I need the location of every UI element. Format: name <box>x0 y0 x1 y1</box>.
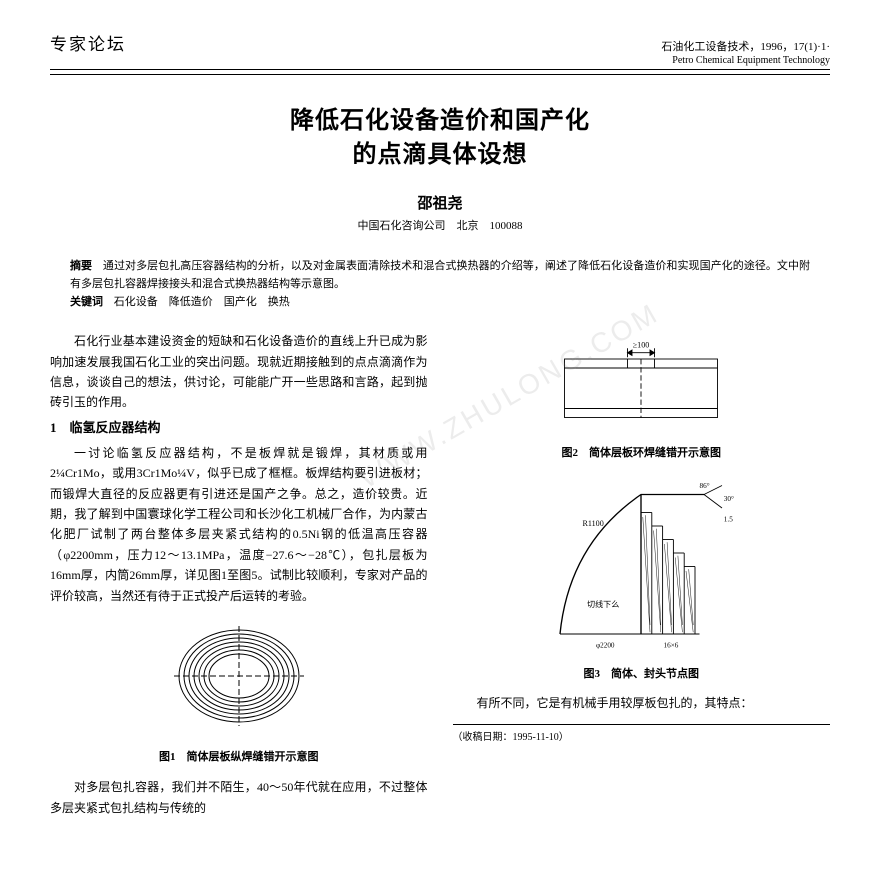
paper-title: 降低石化设备造价和国产化 的点滴具体设想 <box>50 105 830 172</box>
keywords-label: 关键词 <box>70 296 103 308</box>
fig3-d: φ2200 <box>596 642 615 650</box>
fig3-t1: 1.5 <box>724 516 733 524</box>
spiral-icon <box>169 616 309 736</box>
section-1-p2: 对多层包扎容器，我们并不陌生，40～50年代就在应用，不过整体多层夹紧式包扎结构… <box>50 777 428 818</box>
right-column: ≥100 图2 简体层板环焊缝错开示意图 <box>453 331 831 818</box>
figure-1: 图1 简体层板纵焊缝错开示意图 <box>50 616 428 767</box>
section-label: 专家论坛 <box>50 30 126 55</box>
author: 邵祖尧 <box>50 192 830 213</box>
title-line-2: 的点滴具体设想 <box>50 139 830 173</box>
header-row: 专家论坛 石油化工设备技术，1996，17(1)·1· Petro Chemic… <box>50 30 830 70</box>
fig3-cut: 切线下么 <box>587 599 619 609</box>
abstract-label: 摘要 <box>70 260 92 272</box>
publication-info: 石油化工设备技术，1996，17(1)·1· Petro Chemical Eq… <box>661 40 830 67</box>
keywords: 石化设备 降低造价 国产化 换热 <box>114 296 290 308</box>
body-columns: 石化行业基本建设资金的短缺和石化设备造价的直线上升已成为影响加速发展我国石化工业… <box>50 331 830 818</box>
pub-cn: 石油化工设备技术，1996，17(1)·1· <box>661 40 830 54</box>
affiliation: 中国石化咨询公司 北京 100088 <box>50 217 830 233</box>
fig3-caption: 图3 简体、封头节点图 <box>453 665 831 684</box>
figure-2: ≥100 图2 简体层板环焊缝错开示意图 <box>453 341 831 462</box>
title-line-1: 降低石化设备造价和国产化 <box>50 105 830 139</box>
section-1-p1: 一讨论临氢反应器结构，不是板焊就是锻焊，其材质或用2¼Cr1Mo，或用3Cr1M… <box>50 443 428 606</box>
fig3-ang2: 30° <box>724 495 734 503</box>
fig3-ang1: 86° <box>700 483 710 491</box>
fig2-dim: ≥100 <box>633 341 650 349</box>
footnote: （收稿日期：1995-11-10） <box>453 724 831 746</box>
fig1-caption: 图1 简体层板纵焊缝错开示意图 <box>50 748 428 767</box>
pub-en: Petro Chemical Equipment Technology <box>661 54 830 67</box>
abstract: 摘要 通过对多层包扎高压容器结构的分析，以及对金属表面清除技术和混合式换热器的介… <box>70 258 810 311</box>
page: 专家论坛 石油化工设备技术，1996，17(1)·1· Petro Chemic… <box>0 0 880 838</box>
fig2-caption: 图2 简体层板环焊缝错开示意图 <box>453 444 831 463</box>
section-1-head: 1 临氢反应器结构 <box>50 417 428 439</box>
right-paragraph: 有所不同，它是有机械手用较厚板包扎的，其特点： <box>453 693 831 713</box>
cylinder-diagram-icon: ≥100 <box>551 341 731 431</box>
joint-detail-icon: R1100 86° 30° 1.5 切线下么 φ2200 16×6 <box>541 472 741 652</box>
fig3-t2: 16×6 <box>664 642 679 650</box>
left-column: 石化行业基本建设资金的短缺和石化设备造价的直线上升已成为影响加速发展我国石化工业… <box>50 331 428 818</box>
intro-paragraph: 石化行业基本建设资金的短缺和石化设备造价的直线上升已成为影响加速发展我国石化工业… <box>50 331 428 413</box>
fig3-r: R1100 <box>583 519 604 528</box>
figure-3: R1100 86° 30° 1.5 切线下么 φ2200 16×6 图3 简体、… <box>453 472 831 683</box>
header-rule <box>50 74 830 75</box>
abstract-text: 通过对多层包扎高压容器结构的分析，以及对金属表面清除技术和混合式换热器的介绍等，… <box>70 260 810 290</box>
